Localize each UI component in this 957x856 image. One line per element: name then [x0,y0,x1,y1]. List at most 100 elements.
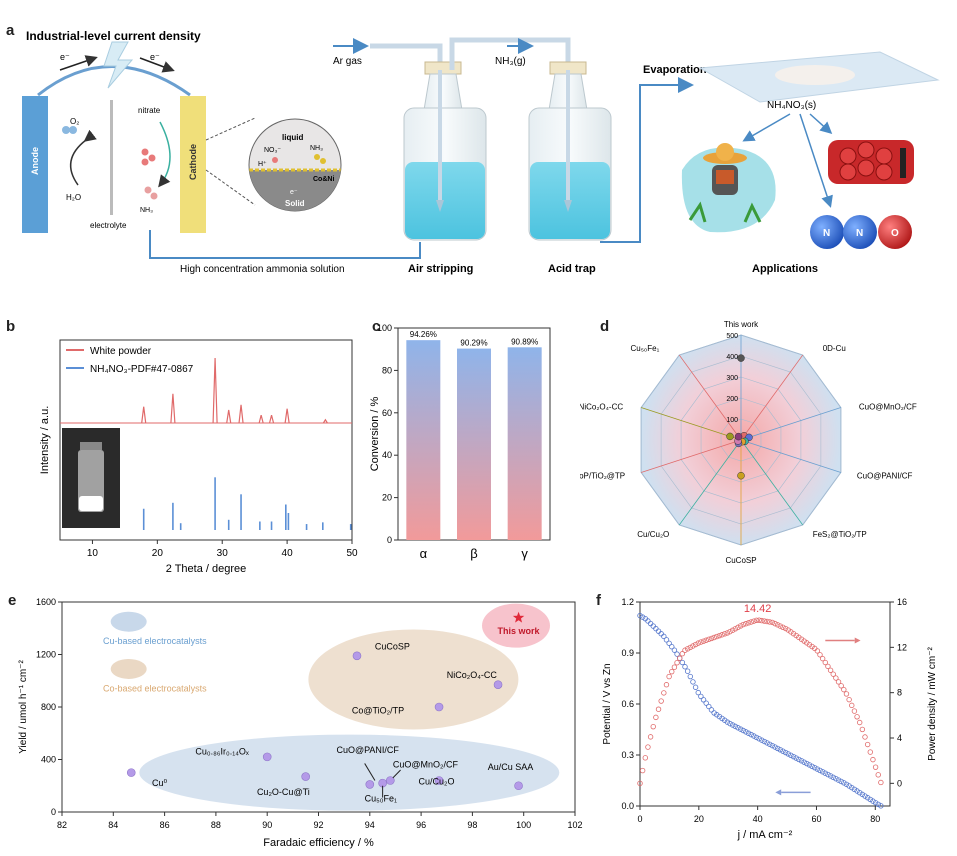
solution-label: High concentration ammonia solution [180,264,345,275]
pointer-line [364,763,376,781]
point-label: Cu/Cu₂O [419,776,455,786]
potential-point [812,764,818,771]
panel-label-b: b [6,318,16,335]
potential-point [798,758,805,764]
legend-white-powder: White powder [90,346,152,357]
power-point [719,632,725,638]
power-point [684,646,691,652]
white-powder-peak [141,406,147,424]
radar-spoke [740,407,841,441]
this-work-label: This work [498,626,541,636]
legend-pdf: NH₄NO₃-PDF#47-0867 [90,364,194,375]
potential-point [647,620,654,627]
potential-point [819,769,826,775]
scatter-point [434,702,444,712]
power-point [729,627,736,633]
potential-point [788,752,794,758]
nh3-molecule-icon [144,186,152,194]
dynamite-icon [828,140,914,184]
anode-label: Anode [30,147,40,175]
radar-axis-label: Cu₅₀Fe₁ [630,344,659,353]
point-label: NiCo₂O₄-CC [447,670,498,680]
potential-point [767,741,773,747]
potential-point [790,753,797,760]
app-arrow-chemical [799,113,833,208]
power-point [838,683,844,689]
liquid-label: liquid [282,133,303,142]
power-point [637,780,643,787]
y-axis-label: Yield / umol h⁻¹ cm⁻² [18,660,29,754]
pointer-line [392,769,401,779]
o2-label: O₂ [70,117,79,126]
potential-point [637,612,643,619]
y2-axis-label: Power density / mW cm⁻² [927,647,938,761]
x-tick-label: 60 [811,814,821,824]
o2-molecule-icon-2 [69,126,77,134]
y2-tick-label: 16 [897,597,907,607]
panel-d: d 100 200 300 400 500 This work 0D-Cu CuO@MnO₂/… [580,310,957,585]
panel-e: e Cu-based electrocatalysts Co-based elec… [0,590,590,856]
electron-label-right: e⁻ [150,52,160,62]
power-point [780,624,786,630]
category-label: β [470,546,477,561]
power-axis-arrow-head [854,637,861,644]
this-work-region [482,603,551,648]
this-work-star [512,611,525,623]
panel-a-schematic: Industrial-level current density e⁻ e⁻ A… [22,29,940,275]
power-point [658,698,664,704]
connector-pipe [449,37,571,70]
y-tick-label: 1600 [36,597,56,607]
power-point [745,620,752,626]
power-point [819,655,826,662]
radar-axis-label: Cu/Cu₂O [637,530,669,539]
y-tick-label: 0.0 [621,801,634,811]
power-point [769,619,776,626]
lightning-icon [103,41,134,89]
salt-pile [775,65,855,85]
bar-data-label: 90.89% [511,337,538,346]
potential-point [841,780,847,786]
x-axis-label: Faradaic efficiency / % [263,837,374,849]
power-point [677,655,683,661]
radar-axis-label: FeS₂@TiO₂/TP [813,530,867,539]
potential-point [793,755,799,761]
panel-label-e: e [8,592,17,609]
no3-label: NO₃⁻ [264,147,281,154]
power-point [830,671,836,677]
potential-point [772,744,778,750]
e-inset-label: e⁻ [290,189,298,196]
panel-label-f: f [596,592,601,609]
point-label: Co@TiO₂/TP [352,706,404,716]
point-label: CuCoSP [375,641,410,651]
power-point [727,628,733,635]
y-tick-label: 20 [382,493,392,503]
potential-point [851,786,858,793]
hplus-label: H⁺ [258,160,267,168]
radar-point [737,354,745,362]
y2-tick-label: 0 [897,778,902,788]
power-point [870,756,876,763]
vial-cap [80,442,102,450]
scatter-point [126,768,136,777]
potential-point [825,771,831,778]
potential-point [761,738,768,745]
potential-point [835,777,842,783]
radar-spoke [740,439,804,526]
power-point [872,764,879,770]
power-point [671,664,678,670]
point-label: Cu₂O-Cu@Ti [257,787,310,797]
power-point [700,638,707,644]
nitrate-molecule-icon [141,148,149,156]
white-powder-peak [284,408,290,424]
potential-point [849,784,855,791]
category-label: α [420,546,428,561]
potential-point [817,767,823,774]
y-tick-label: 40 [382,450,392,460]
power-point [875,772,881,778]
power-point [735,624,741,631]
evaporation-flow-line [600,77,694,243]
conversion-bar-chart: 94.26% α 90.29% β 90.89% γ 0 20 40 60 80 100 Convers… [370,323,551,561]
nh3-inset-label: NH₃ [310,145,323,152]
o2-molecule-icon [62,126,70,134]
category-label: γ [521,546,528,561]
